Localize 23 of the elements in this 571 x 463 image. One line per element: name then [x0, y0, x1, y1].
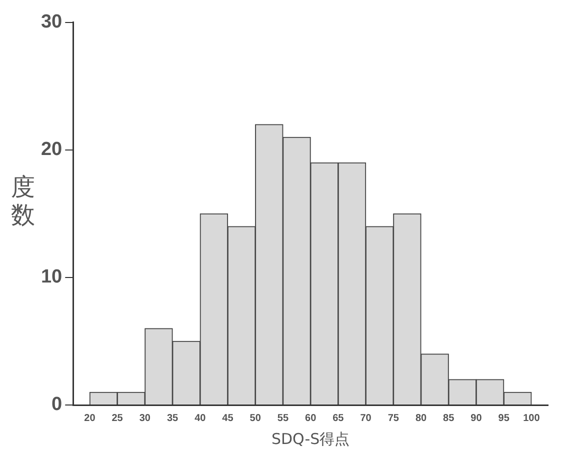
x-tick-label: 85 [443, 412, 455, 424]
y-tick-label: 20 [40, 139, 62, 160]
x-tick-label: 80 [415, 412, 427, 424]
y-tick-label: 10 [40, 266, 62, 288]
y-tick-label: 0 [52, 394, 62, 416]
x-tick-label: 35 [166, 412, 179, 424]
x-tick-label: 75 [388, 412, 400, 424]
x-tick-label: 25 [112, 412, 124, 424]
x-tick-label: 100 [523, 412, 540, 424]
x-axis-title: SDQ-S得点 [271, 430, 350, 448]
x-tick-label: 20 [84, 412, 96, 424]
x-tick-label: 55 [277, 412, 289, 424]
x-tick-label: 30 [139, 412, 151, 424]
x-tick-label: 95 [498, 412, 510, 424]
y-axis-title: 度数 [10, 172, 36, 228]
x-tick-label: 45 [222, 412, 234, 424]
x-tick-label: 65 [332, 412, 344, 424]
x-tick-label: 90 [470, 412, 482, 424]
x-tick-label: 50 [250, 412, 262, 424]
x-tick-label: 70 [360, 412, 372, 424]
x-tick-label: 40 [194, 412, 206, 424]
x-tick-label: 60 [305, 412, 317, 424]
y-tick-label: 30 [40, 12, 62, 33]
